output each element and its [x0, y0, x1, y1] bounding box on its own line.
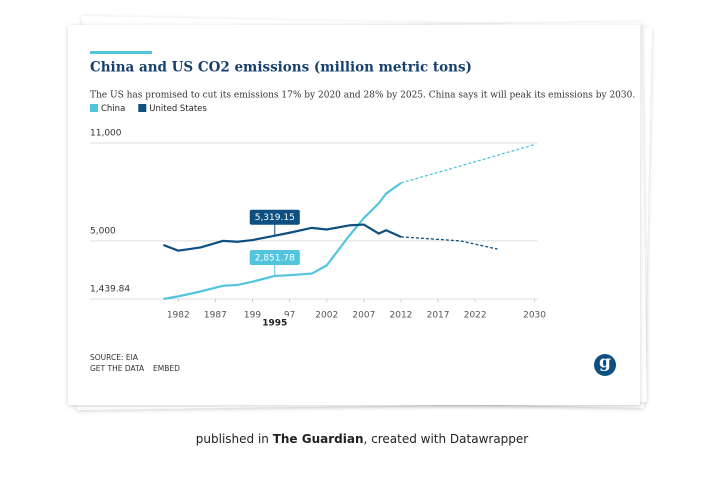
annotation-box — [249, 249, 300, 265]
legend: China United States — [90, 104, 207, 114]
x-tick-label: 2017 — [427, 311, 450, 321]
source: SOURCE: EIA — [90, 353, 139, 362]
chart-title: China and US CO2 emissions (million metr… — [90, 60, 472, 76]
legend-swatch — [90, 104, 98, 112]
embed-link[interactable]: EMBED — [153, 364, 180, 373]
legend-label: China — [101, 104, 125, 114]
caption-prefix: published in — [196, 432, 273, 446]
logo: g — [599, 353, 611, 373]
annotation-label: 5,319.15 — [255, 213, 295, 223]
x-tick-label: 1982 — [167, 311, 190, 321]
y-tick-label: 5,000 — [90, 226, 116, 236]
get-data-link[interactable]: GET THE DATA — [90, 364, 145, 373]
caption-publication: The Guardian — [273, 432, 364, 446]
caption: published in The Guardian, created with … — [196, 432, 529, 446]
card — [68, 25, 640, 405]
x-tick-label: 2007 — [352, 311, 375, 321]
caption-suffix: , created with Datawrapper — [364, 432, 529, 446]
annotation-box — [249, 209, 300, 225]
y-tick-label: 1,439.84 — [90, 285, 130, 295]
series-line — [163, 223, 402, 252]
x-tick-label: 2022 — [464, 311, 487, 321]
highlight-x-label: 1995 — [262, 319, 287, 329]
projection-line — [400, 144, 535, 184]
highlight-bg — [261, 316, 288, 328]
x-tick-label: 199 — [244, 311, 261, 321]
logo-circle — [594, 354, 616, 376]
x-tick-label: 2002 — [315, 311, 338, 321]
x-tick-label: 2030 — [523, 311, 546, 321]
series-line — [163, 182, 402, 301]
accent-bar — [90, 51, 152, 54]
x-tick-label: 97 — [284, 311, 295, 321]
x-tick-label: 2012 — [390, 311, 413, 321]
y-tick-label: 11,000 — [90, 129, 122, 139]
x-tick-label: 1987 — [204, 311, 227, 321]
legend-label: United States — [149, 104, 207, 114]
legend-swatch — [138, 104, 147, 112]
annotation-label: 2,851.78 — [255, 253, 295, 263]
chart-subtitle: The US has promised to cut its emissions… — [90, 91, 635, 101]
